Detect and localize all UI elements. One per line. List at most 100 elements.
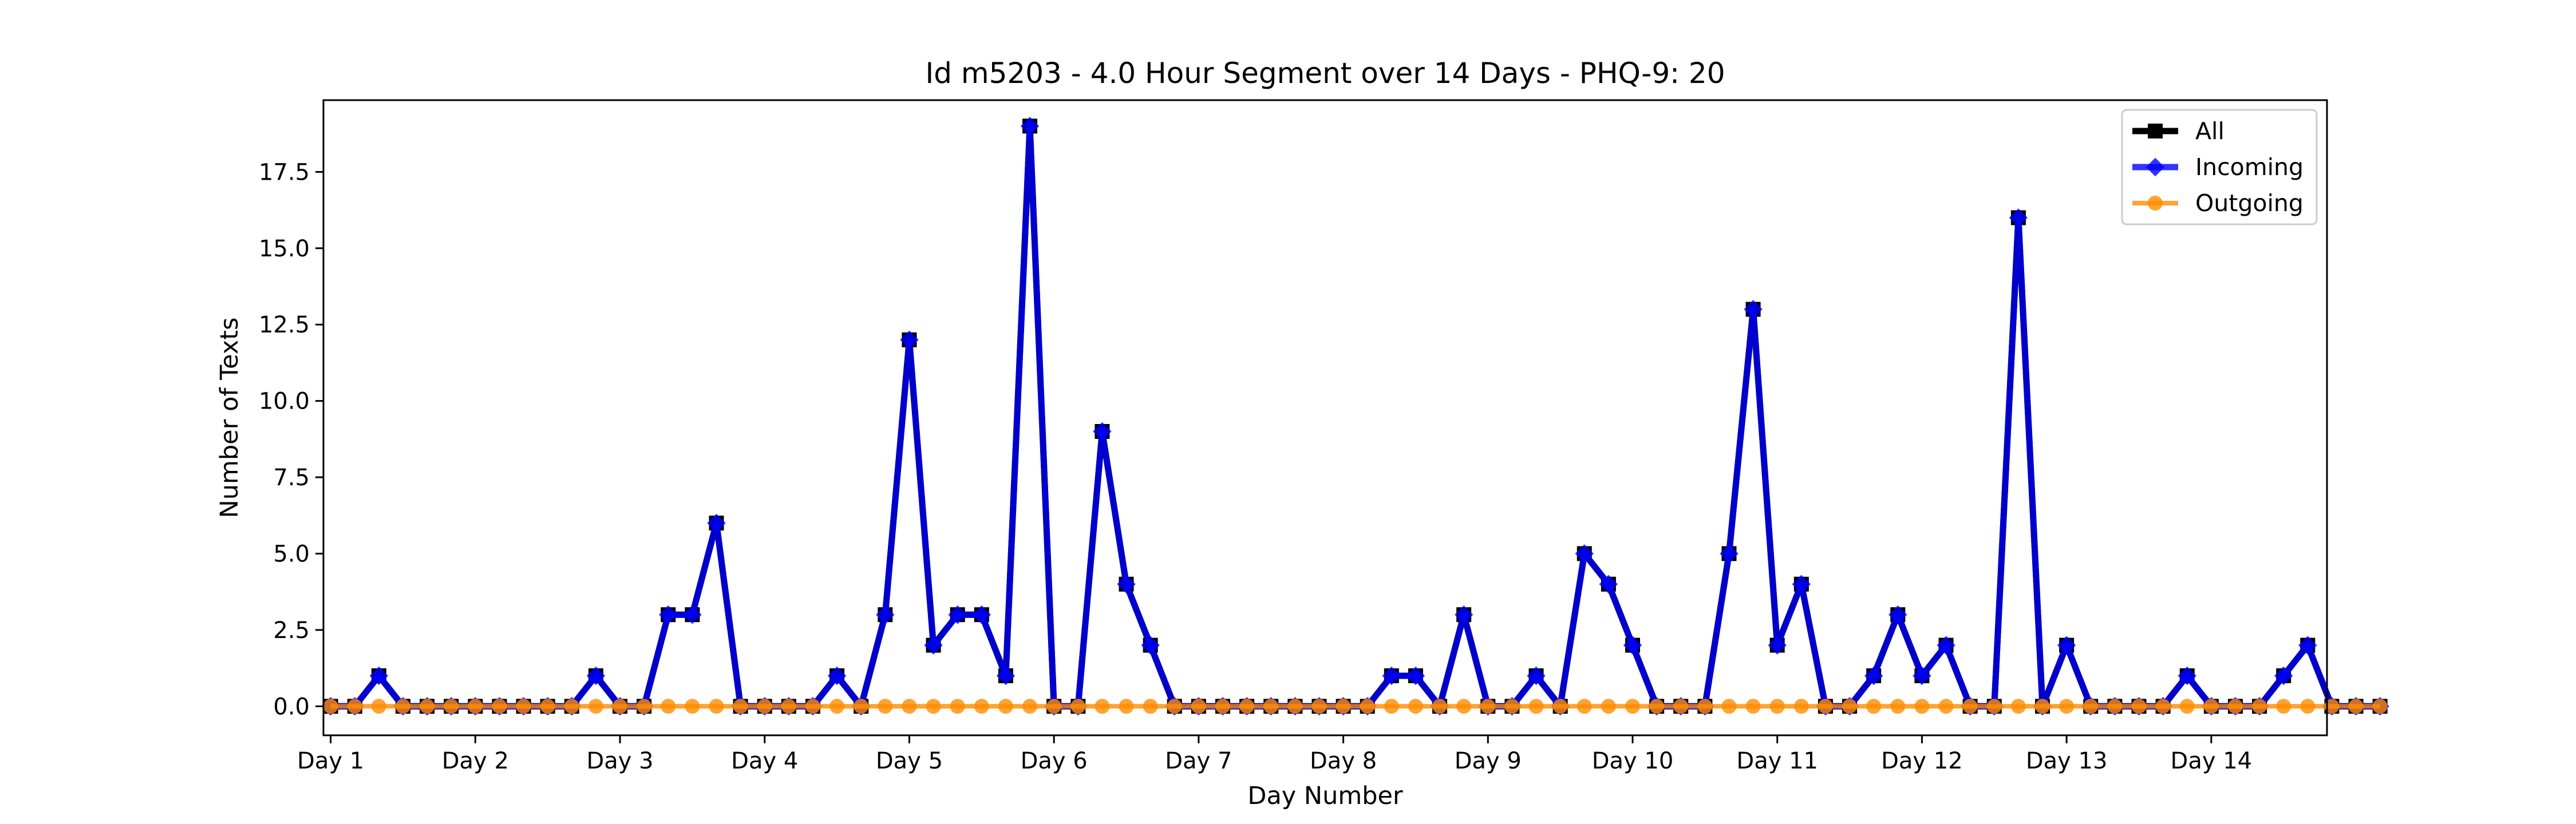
data-point-outgoing xyxy=(1504,699,1520,714)
series-line-all xyxy=(330,122,2380,710)
x-tick-label: Day 5 xyxy=(876,748,943,774)
data-point-outgoing xyxy=(2252,699,2267,714)
data-point-incoming xyxy=(1720,544,1739,563)
plot-area xyxy=(321,117,2389,716)
data-point-outgoing xyxy=(1480,699,1496,714)
data-point-incoming xyxy=(1117,575,1136,594)
data-point-incoming xyxy=(1913,666,1931,686)
data-point-outgoing xyxy=(1022,699,1038,714)
x-tick-label: Day 11 xyxy=(1736,748,1818,774)
data-point-outgoing xyxy=(1239,699,1255,714)
data-point-incoming xyxy=(1768,636,1787,655)
data-point-outgoing xyxy=(1601,699,1616,714)
x-tick-label: Day 7 xyxy=(1165,748,1232,774)
data-point-outgoing xyxy=(564,699,579,714)
legend-marker-all xyxy=(2148,124,2163,138)
data-point-outgoing xyxy=(2348,699,2364,714)
series-line-incoming xyxy=(330,122,2380,710)
data-point-outgoing xyxy=(974,699,989,714)
data-point-outgoing xyxy=(757,699,772,714)
data-point-incoming xyxy=(876,605,895,624)
data-point-outgoing xyxy=(1287,699,1303,714)
data-point-incoming xyxy=(2274,666,2293,686)
data-point-outgoing xyxy=(1095,699,1110,714)
data-point-outgoing xyxy=(516,699,531,714)
x-tick-label: Day 6 xyxy=(1021,748,1088,774)
data-point-incoming xyxy=(1792,575,1811,594)
data-point-outgoing xyxy=(829,699,845,714)
data-point-outgoing xyxy=(1191,699,1206,714)
y-axis-label: Number of Texts xyxy=(215,318,244,518)
series-all xyxy=(323,118,2388,714)
data-point-incoming xyxy=(900,330,919,350)
legend-label-incoming: Incoming xyxy=(2195,153,2304,181)
y-tick-label: 5.0 xyxy=(273,541,310,567)
data-point-outgoing xyxy=(1793,699,1809,714)
plot-frame xyxy=(322,99,2328,736)
data-point-outgoing xyxy=(854,699,869,714)
data-point-outgoing xyxy=(2179,699,2195,714)
data-point-outgoing xyxy=(2203,699,2219,714)
data-point-incoming xyxy=(1937,636,1955,655)
data-point-outgoing xyxy=(1866,699,1882,714)
data-point-incoming xyxy=(1454,605,1473,624)
x-tick-label: Day 12 xyxy=(1881,748,1963,774)
data-point-outgoing xyxy=(1408,699,1423,714)
data-point-incoming xyxy=(1864,666,1883,686)
data-point-outgoing xyxy=(1336,699,1351,714)
data-point-outgoing xyxy=(1721,699,1737,714)
y-tick-label: 17.5 xyxy=(259,159,310,185)
data-point-outgoing xyxy=(1119,699,1134,714)
data-point-outgoing xyxy=(1818,699,1833,714)
data-point-outgoing xyxy=(1769,699,1785,714)
data-point-incoming xyxy=(1575,544,1594,563)
y-tick-label: 0.0 xyxy=(273,694,310,720)
data-point-outgoing xyxy=(1745,699,1761,714)
data-point-outgoing xyxy=(950,699,965,714)
data-point-outgoing xyxy=(2059,699,2075,714)
data-point-outgoing xyxy=(1986,699,2002,714)
data-point-outgoing xyxy=(2131,699,2147,714)
chart-title: Id m5203 - 4.0 Hour Segment over 14 Days… xyxy=(925,57,1725,90)
x-tick-label: Day 9 xyxy=(1455,748,1522,774)
data-point-incoming xyxy=(1406,666,1425,686)
y-tick-label: 7.5 xyxy=(273,465,310,491)
data-point-incoming xyxy=(2057,636,2076,655)
data-point-outgoing xyxy=(444,699,459,714)
series-incoming xyxy=(321,117,2389,716)
data-point-outgoing xyxy=(878,699,893,714)
data-point-outgoing xyxy=(1384,699,1399,714)
data-point-outgoing xyxy=(902,699,917,714)
x-tick-label: Day 4 xyxy=(731,748,798,774)
data-point-outgoing xyxy=(1577,699,1592,714)
x-tick-label: Day 8 xyxy=(1310,748,1377,774)
data-point-incoming xyxy=(996,666,1016,686)
data-point-outgoing xyxy=(1046,699,1062,714)
data-point-outgoing xyxy=(492,699,507,714)
data-point-outgoing xyxy=(805,699,820,714)
x-tick-label: Day 2 xyxy=(442,748,509,774)
data-point-outgoing xyxy=(2372,699,2388,714)
data-point-outgoing xyxy=(2083,699,2099,714)
data-point-outgoing xyxy=(1167,699,1182,714)
data-point-incoming xyxy=(1888,605,1907,624)
data-point-outgoing xyxy=(1625,699,1641,714)
legend-frame xyxy=(2121,109,2318,225)
data-point-outgoing xyxy=(2155,699,2171,714)
data-point-outgoing xyxy=(323,699,338,714)
data-point-incoming xyxy=(2298,636,2317,655)
data-point-outgoing xyxy=(395,699,410,714)
data-point-outgoing xyxy=(781,699,796,714)
data-point-outgoing xyxy=(1360,699,1375,714)
data-point-outgoing xyxy=(926,699,941,714)
data-point-outgoing xyxy=(420,699,435,714)
legend-label-all: All xyxy=(2195,117,2225,145)
legend: All Incoming Outgoing xyxy=(2121,109,2318,225)
data-point-outgoing xyxy=(2227,699,2243,714)
legend-label-outgoing: Outgoing xyxy=(2195,189,2304,217)
data-point-outgoing xyxy=(1263,699,1279,714)
data-point-incoming xyxy=(659,605,678,624)
data-point-incoming xyxy=(683,605,702,624)
data-point-incoming xyxy=(1744,300,1763,319)
data-point-incoming xyxy=(369,666,389,686)
